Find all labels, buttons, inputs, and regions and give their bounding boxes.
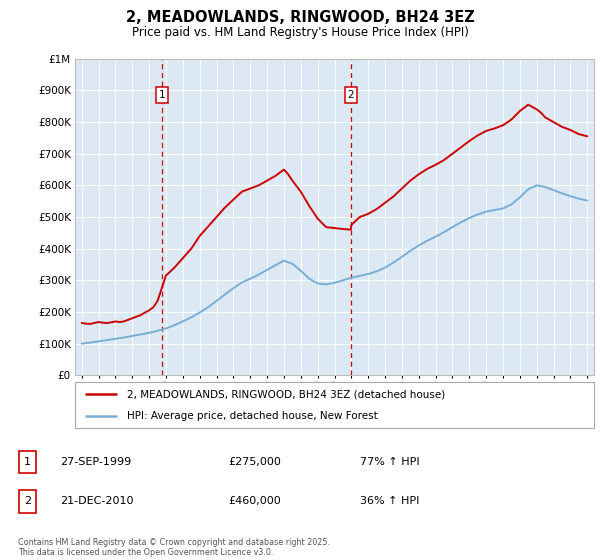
Text: 36% ↑ HPI: 36% ↑ HPI xyxy=(360,496,419,506)
Text: 2: 2 xyxy=(347,90,354,100)
FancyBboxPatch shape xyxy=(19,490,36,512)
Text: Contains HM Land Registry data © Crown copyright and database right 2025.
This d: Contains HM Land Registry data © Crown c… xyxy=(18,538,330,557)
Text: 27-SEP-1999: 27-SEP-1999 xyxy=(60,457,131,467)
Text: 2, MEADOWLANDS, RINGWOOD, BH24 3EZ: 2, MEADOWLANDS, RINGWOOD, BH24 3EZ xyxy=(125,10,475,25)
Text: 1: 1 xyxy=(158,90,165,100)
Text: £460,000: £460,000 xyxy=(228,496,281,506)
Text: 77% ↑ HPI: 77% ↑ HPI xyxy=(360,457,419,467)
Text: HPI: Average price, detached house, New Forest: HPI: Average price, detached house, New … xyxy=(127,411,377,421)
Text: Price paid vs. HM Land Registry's House Price Index (HPI): Price paid vs. HM Land Registry's House … xyxy=(131,26,469,39)
Text: 2: 2 xyxy=(24,496,31,506)
Text: 2, MEADOWLANDS, RINGWOOD, BH24 3EZ (detached house): 2, MEADOWLANDS, RINGWOOD, BH24 3EZ (deta… xyxy=(127,389,445,399)
Text: £275,000: £275,000 xyxy=(228,457,281,467)
Text: 1: 1 xyxy=(24,457,31,467)
FancyBboxPatch shape xyxy=(19,451,36,473)
FancyBboxPatch shape xyxy=(75,382,594,428)
Text: 21-DEC-2010: 21-DEC-2010 xyxy=(60,496,133,506)
